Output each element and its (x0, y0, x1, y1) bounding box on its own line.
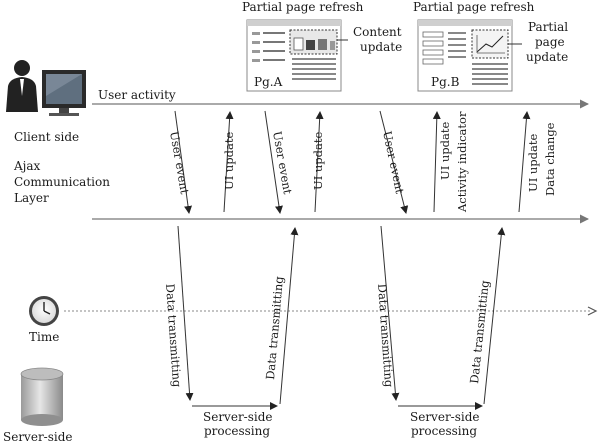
user-event-arrow-1 (174, 110, 193, 214)
data-transmitting-label-4: Data transmitting (467, 279, 492, 384)
user-event-label-3: User event (380, 130, 407, 196)
server-processing-label-1: Server-side processing (203, 410, 273, 438)
data-send-arrow-1 (177, 225, 194, 401)
svg-text:Server-side: Server-side (410, 410, 480, 424)
content-update-label-line1: Content (353, 25, 402, 39)
page-b-label: Pg.B (431, 75, 460, 89)
svg-text:processing: processing (411, 424, 477, 438)
page-update-label-line1: Partial (528, 20, 568, 34)
svg-text:Layer: Layer (14, 191, 49, 205)
time-label: Time (29, 330, 59, 344)
user-event-arrow-2 (264, 110, 283, 214)
data-return-arrow-1 (279, 227, 299, 405)
svg-text:Communication: Communication (14, 175, 110, 189)
data-change-label: Data change (543, 122, 557, 196)
ui-update-label-3: UI update (438, 122, 452, 180)
ui-update-arrow-3 (432, 111, 441, 213)
data-send-arrow-2 (380, 225, 400, 401)
ui-update-arrow-1 (223, 111, 234, 213)
client-side-label: Client side (14, 130, 79, 144)
data-transmitting-label-1: Data transmitting (163, 283, 184, 388)
data-transmitting-label-2: Data transmitting (263, 275, 286, 380)
time-axis-arrowhead (587, 306, 598, 316)
server-database-icon (20, 367, 64, 426)
client-user-icon (6, 60, 86, 116)
user-event-label-2: User event (270, 130, 295, 196)
user-activity-label: User activity (98, 88, 176, 102)
page-a-label: Pg.A (254, 75, 283, 89)
data-return-arrow-2 (483, 227, 506, 405)
page-b-refresh-label: Partial page refresh (413, 0, 535, 14)
ui-update-arrow-4 (518, 111, 531, 213)
svg-text:Ajax: Ajax (13, 159, 41, 173)
svg-text:Server-side: Server-side (203, 410, 273, 424)
user-event-label-1: User event (167, 130, 192, 196)
page-update-label-line2: page (535, 35, 565, 49)
page-update-label-line3: update (526, 50, 568, 64)
content-update-label-line2: update (360, 40, 402, 54)
clock-icon (29, 296, 59, 326)
ui-update-label-2: UI update (311, 132, 325, 190)
ui-update-label-4: UI update (526, 134, 540, 192)
user-event-arrow-3 (379, 110, 409, 214)
server-processing-label-2: Server-side processing (410, 410, 480, 438)
page-a-thumbnail (246, 19, 342, 92)
ajax-layer-label: Ajax Communication Layer (13, 159, 110, 205)
page-a-refresh-label: Partial page refresh (242, 0, 364, 14)
data-transmitting-label-3: Data transmitting (375, 283, 396, 388)
activity-indicator-label: Activity indicator (455, 111, 469, 213)
ui-update-label-1: UI update (222, 132, 236, 190)
ui-update-arrow-2 (314, 111, 324, 213)
page-b-thumbnail (417, 19, 513, 92)
svg-text:processing: processing (204, 424, 270, 438)
server-side-label: Server-side (3, 430, 73, 444)
